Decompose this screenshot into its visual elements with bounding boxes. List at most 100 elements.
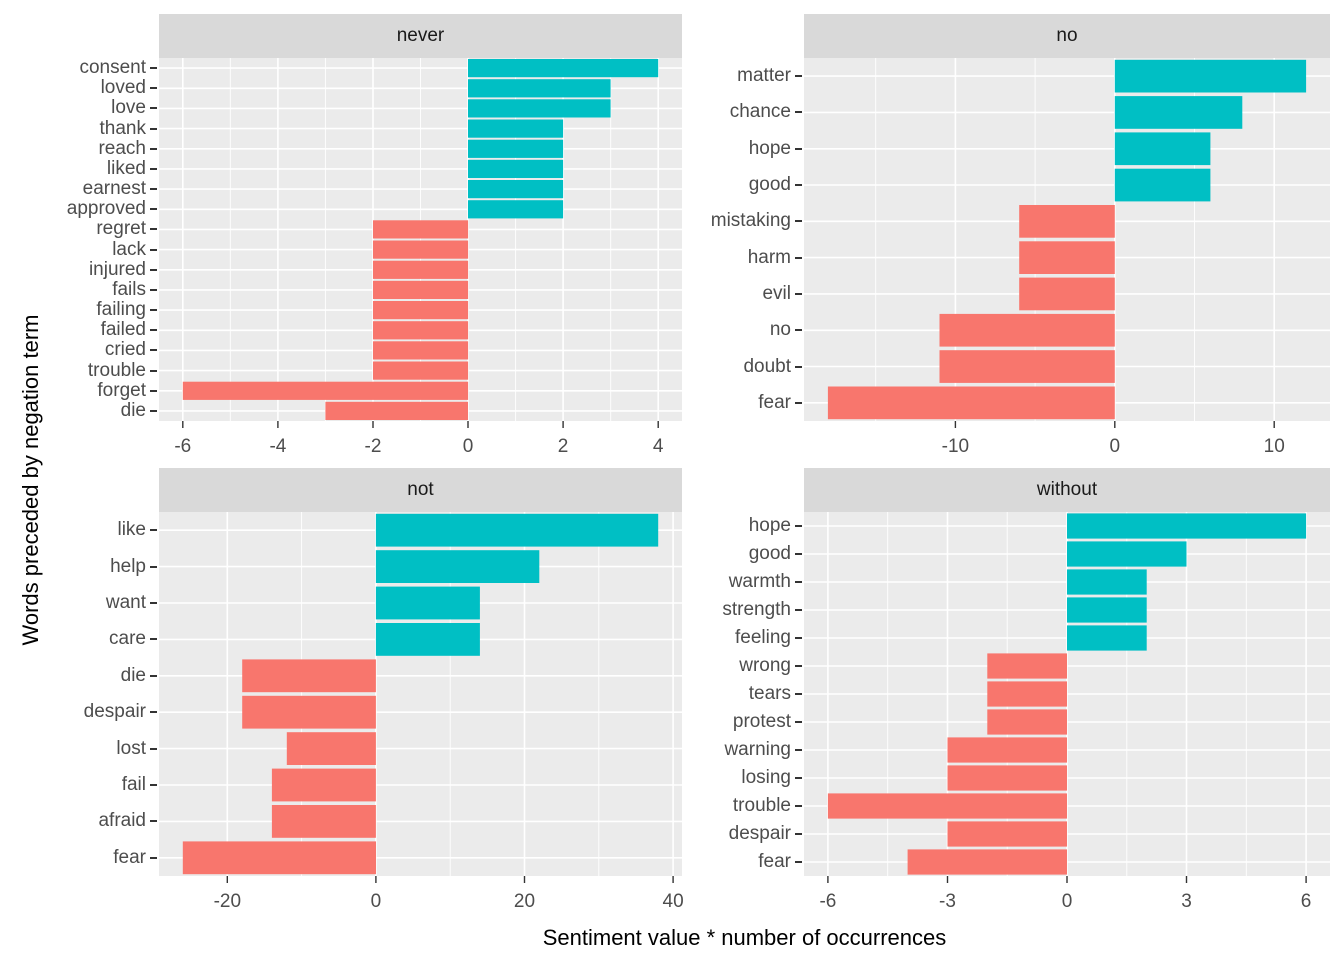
x-axis-without: -6 -3 0 3 6 <box>804 876 1330 915</box>
category-label: care <box>109 628 146 650</box>
y-axis-tick <box>150 87 157 90</box>
category-row: cried <box>55 339 159 360</box>
bar <box>1067 541 1187 567</box>
bar <box>468 119 564 138</box>
y-axis-tick <box>150 248 157 251</box>
y-axis-tick <box>150 208 157 211</box>
y-axis-tick <box>150 349 157 352</box>
x-axis-area: -10 0 10 <box>942 421 1285 457</box>
category-label: hope <box>748 137 791 159</box>
y-axis-tick <box>150 147 157 150</box>
category-row: fear <box>682 848 804 876</box>
category-label: doubt <box>743 355 791 377</box>
category-label: consent <box>79 57 146 79</box>
bar <box>947 821 1067 847</box>
category-row: fail <box>55 767 159 803</box>
category-row: hope <box>682 131 804 167</box>
y-axis-tick <box>150 529 157 532</box>
y-axis-tick <box>795 184 802 187</box>
y-axis-tick <box>795 833 802 835</box>
category-row: like <box>55 512 159 548</box>
facet-strip-not: not <box>159 468 682 512</box>
facet-plot-area <box>159 58 682 421</box>
bar <box>373 321 469 340</box>
category-label: like <box>117 519 146 541</box>
x-axis-no: -10 0 10 <box>804 421 1330 468</box>
y-axis-tick <box>795 637 802 639</box>
bar <box>947 765 1067 791</box>
category-labels-no: matter chance hope good mistaking harm evil no d… <box>682 58 804 421</box>
category-row: fear <box>55 840 159 876</box>
facet-strip-label: never <box>396 25 445 46</box>
category-row: tears <box>682 680 804 708</box>
category-label: chance <box>729 101 791 123</box>
x-axis-never: -6 -4 -2 0 2 4 <box>159 421 682 468</box>
y-axis-tick <box>150 389 157 392</box>
bar <box>1067 569 1147 595</box>
facet-strip-label: not <box>407 479 434 500</box>
category-label: earnest <box>82 178 146 200</box>
category-row: love <box>55 97 159 119</box>
x-axis-area: -6 -4 -2 0 2 4 <box>174 421 664 457</box>
bar <box>939 350 1115 383</box>
facet-plot-area <box>159 512 682 876</box>
category-row: approved <box>55 198 159 220</box>
x-tick-label: -20 <box>214 891 241 912</box>
x-tick-label: -10 <box>942 436 969 457</box>
bar <box>375 550 540 583</box>
bar <box>1114 96 1243 129</box>
category-label: fail <box>121 773 146 795</box>
category-row: trouble <box>55 360 159 381</box>
category-label: die <box>120 399 146 421</box>
y-axis-tick <box>795 75 802 78</box>
bar <box>468 180 564 199</box>
y-axis-tick <box>150 565 157 568</box>
bar <box>286 732 376 765</box>
x-tick-label: 20 <box>514 891 535 912</box>
y-axis-tick <box>150 329 157 332</box>
category-row: mistaking <box>682 203 804 239</box>
category-row: harm <box>682 240 804 276</box>
x-axis-title: Sentiment value * number of occurrences <box>542 925 947 950</box>
category-label: fear <box>758 391 791 413</box>
category-row: hope <box>682 512 804 540</box>
facet-grid: never no consent loved love thank reach liked… <box>55 14 1330 957</box>
x-tick-label: 0 <box>1110 436 1121 457</box>
category-label: failed <box>100 319 146 341</box>
category-label: warning <box>724 739 791 760</box>
category-labels-not: like help want care die despair lost fail afraid… <box>55 512 159 876</box>
facet-strip-label: without <box>1036 479 1098 500</box>
bar <box>182 841 376 875</box>
category-row: liked <box>55 157 159 179</box>
x-tick-label: 0 <box>371 891 382 912</box>
bar <box>468 99 611 118</box>
category-label: liked <box>106 157 146 179</box>
category-label: no <box>769 319 791 341</box>
category-label: failing <box>96 299 146 321</box>
y-axis-tick <box>795 256 802 259</box>
y-axis-tick <box>150 228 157 231</box>
y-axis-title: Words preceded by negation term <box>18 314 43 646</box>
x-tick-label: -6 <box>174 436 191 457</box>
category-row: lack <box>55 239 159 260</box>
x-axis-area: -20 0 20 40 <box>214 876 684 912</box>
category-label: thank <box>99 117 146 139</box>
x-tick-label: 4 <box>653 436 664 457</box>
y-axis-tick <box>795 111 802 114</box>
category-label: lost <box>116 737 146 759</box>
y-axis-tick <box>150 409 157 412</box>
y-axis-tick <box>795 553 802 555</box>
y-axis-tick <box>795 401 802 404</box>
category-label: approved <box>66 198 146 220</box>
facet-plot-area <box>804 512 1330 876</box>
bar <box>987 681 1067 707</box>
bar <box>939 313 1115 347</box>
y-axis-tick <box>150 188 157 191</box>
bar <box>373 240 469 259</box>
category-label: fear <box>758 851 791 872</box>
bar <box>1019 241 1115 274</box>
y-axis-tick <box>150 369 157 372</box>
category-label: fear <box>113 846 146 868</box>
bar <box>325 401 468 420</box>
category-label: love <box>111 97 146 119</box>
